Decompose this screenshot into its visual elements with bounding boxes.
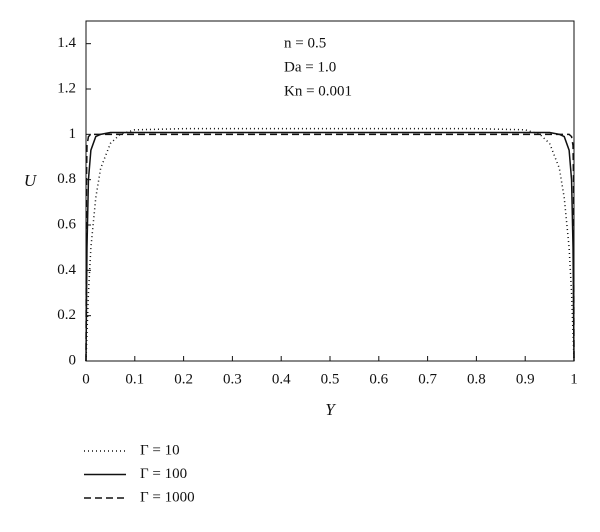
x-tick-label: 0.4: [272, 371, 291, 387]
x-axis-label: Y: [325, 400, 336, 419]
legend-label: Γ = 100: [140, 466, 187, 482]
y-tick-label: 0.4: [57, 262, 76, 278]
y-tick-label: 0: [69, 352, 77, 368]
legend-label: Γ = 10: [140, 442, 180, 458]
y-tick-label: 0.2: [57, 307, 76, 323]
y-tick-label: 1: [69, 126, 77, 142]
x-tick-label: 0.9: [516, 371, 535, 387]
x-tick-label: 0.1: [125, 371, 144, 387]
x-tick-label: 0.3: [223, 371, 242, 387]
x-tick-label: 0: [82, 371, 90, 387]
data-line: [85, 127, 575, 362]
x-tick-label: 0.6: [369, 371, 388, 387]
data-line: [85, 133, 575, 362]
y-axis-label: U: [24, 171, 38, 190]
y-tick-label: 0.6: [57, 216, 76, 232]
y-tick-label: 1.2: [57, 80, 76, 96]
y-tick-label: 0.8: [57, 171, 76, 187]
annotation: Kn = 0.001: [284, 83, 352, 99]
y-tick-label: 1.4: [57, 35, 76, 51]
x-tick-label: 0.8: [467, 371, 486, 387]
annotation: n = 0.5: [284, 35, 326, 51]
x-tick-label: 0.5: [321, 371, 340, 387]
annotation: Da = 1.0: [284, 59, 336, 75]
x-tick-label: 0.7: [418, 371, 437, 387]
data-line: [85, 131, 575, 362]
x-tick-label: 1: [570, 371, 578, 387]
legend-label: Γ = 1000: [140, 489, 195, 505]
x-tick-label: 0.2: [174, 371, 193, 387]
